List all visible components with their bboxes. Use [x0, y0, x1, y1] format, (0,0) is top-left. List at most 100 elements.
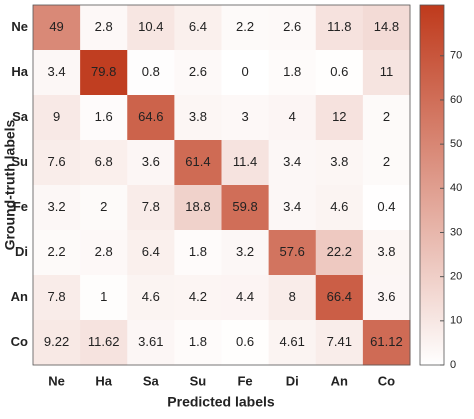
cell-label: 10.4: [138, 19, 163, 34]
y-axis-title: Ground-truth labels: [2, 119, 18, 250]
heatmap-cell: [362, 320, 411, 366]
cell-label: 18.8: [185, 199, 210, 214]
cell-label: 2: [100, 199, 107, 214]
heatmap-cell: [221, 275, 270, 321]
heatmap-cell: [80, 320, 128, 366]
cell-label: 3.6: [142, 154, 160, 169]
cell-label: 3.6: [377, 289, 395, 304]
cell-label: 49: [49, 19, 63, 34]
heatmap-cell: [268, 5, 317, 51]
heatmap-cell: [33, 50, 81, 96]
heatmap-cell: [362, 140, 411, 186]
heatmap-cell: [33, 5, 81, 51]
heatmap-cell: [174, 5, 222, 51]
cell-label: 9.22: [44, 334, 69, 349]
heatmap-cell: [174, 230, 222, 276]
heatmap-cell: [221, 95, 270, 141]
heatmap-cell: [127, 95, 175, 141]
cell-label: 61.12: [370, 334, 403, 349]
cell-label: 4.4: [236, 289, 254, 304]
heatmap-cell: [315, 275, 364, 321]
cell-label: 3.61: [138, 334, 163, 349]
cell-label: 2.6: [189, 64, 207, 79]
heatmap-cell: [80, 95, 128, 141]
cell-label: 7.8: [142, 199, 160, 214]
cell-label: 0.6: [330, 64, 348, 79]
colorbar-tick-label: 10: [450, 315, 462, 327]
heatmap-cell: [268, 185, 317, 231]
heatmap-cell: [33, 95, 81, 141]
heatmap-cell: [221, 50, 270, 96]
cell-label: 0.8: [142, 64, 160, 79]
colorbar-tick-label: 0: [450, 359, 456, 371]
heatmap-cell: [268, 95, 317, 141]
cell-label: 0: [241, 64, 248, 79]
x-tick-label: Ne: [48, 373, 65, 388]
heatmap-cell: [315, 140, 364, 186]
heatmap-cell: [127, 230, 175, 276]
x-axis-title: Predicted labels: [167, 394, 275, 410]
heatmap-cell: [315, 95, 364, 141]
heatmap-cell: [174, 185, 222, 231]
x-tick-label: Fe: [237, 373, 252, 388]
heatmap-cell: [80, 140, 128, 186]
y-tick-label: An: [11, 289, 28, 304]
heatmap-cell: [127, 140, 175, 186]
heatmap-cell: [268, 320, 317, 366]
cell-label: 11: [380, 64, 394, 79]
heatmap-cell: [362, 185, 411, 231]
heatmap-cell: [127, 275, 175, 321]
cell-label: 2.2: [236, 19, 254, 34]
cell-label: 11.62: [88, 334, 120, 349]
cell-label: 3.8: [189, 109, 207, 124]
cell-label: 2.8: [95, 244, 113, 259]
x-tick-label: Su: [190, 373, 207, 388]
heatmap-cell: [174, 320, 222, 366]
heatmap-cell: [315, 320, 364, 366]
x-tick-label: An: [331, 373, 348, 388]
heatmap-cell: [80, 230, 128, 276]
cell-label: 22.2: [327, 244, 352, 259]
cell-label: 11.4: [233, 154, 257, 169]
heatmap-cell: [80, 185, 128, 231]
heatmap-cell: [362, 275, 411, 321]
heatmap-cell: [174, 275, 222, 321]
heatmap-cell: [80, 5, 128, 51]
heatmap-cell: [127, 320, 175, 366]
heatmap-cell: [80, 275, 128, 321]
heatmap-cell: [362, 95, 411, 141]
y-tick-label: Ne: [11, 19, 28, 34]
y-tick-label: Di: [15, 244, 28, 259]
cell-label: 59.8: [232, 199, 257, 214]
cell-label: 2.6: [283, 19, 301, 34]
heatmap-cell: [268, 140, 317, 186]
cell-label: 1.6: [95, 109, 113, 124]
cell-label: 1.8: [283, 64, 301, 79]
heatmap-cell: [362, 5, 411, 51]
heatmap-cell: [268, 230, 317, 276]
cell-label: 4: [289, 109, 296, 124]
cell-label: 1: [100, 289, 107, 304]
cell-label: 3.4: [48, 64, 66, 79]
cell-label: 0.6: [236, 334, 254, 349]
colorbar-tick-label: 60: [450, 94, 462, 106]
heatmap-cell: [174, 140, 222, 186]
heatmap-cell: [127, 50, 175, 96]
heatmap-cell: [174, 95, 222, 141]
cell-label: 2: [383, 154, 390, 169]
cell-label: 11.8: [327, 19, 351, 34]
cell-label: 61.4: [185, 154, 210, 169]
y-tick-label: Fe: [13, 199, 28, 214]
x-tick-label: Sa: [143, 373, 160, 388]
y-tick-label: Co: [11, 334, 28, 349]
heatmap-cell: [221, 320, 270, 366]
cell-label: 3.4: [283, 199, 301, 214]
heatmap-cell: [315, 5, 364, 51]
heatmap-cell: [127, 5, 175, 51]
plot-frame: [32, 4, 411, 366]
heatmap-cell: [315, 50, 364, 96]
cell-label: 3.8: [330, 154, 348, 169]
heatmap-cell: [33, 185, 81, 231]
cell-label: 3.2: [48, 199, 66, 214]
heatmap-cell: [80, 50, 128, 96]
